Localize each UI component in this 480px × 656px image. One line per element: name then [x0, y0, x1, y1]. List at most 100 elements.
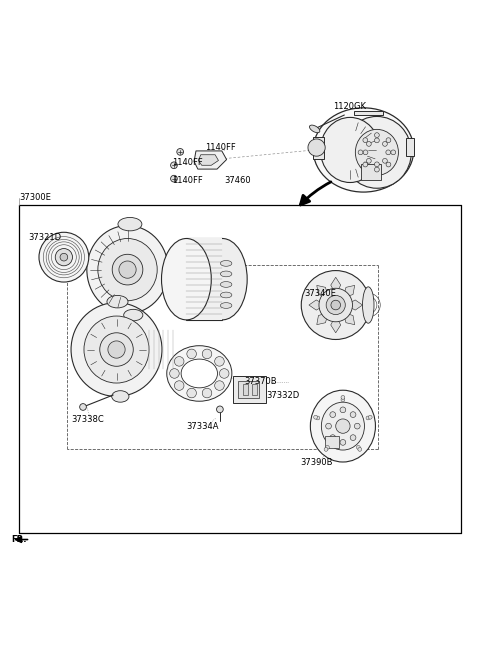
Circle shape — [316, 416, 320, 420]
Text: 37334A: 37334A — [186, 422, 219, 430]
Circle shape — [215, 357, 224, 366]
Polygon shape — [343, 285, 355, 298]
Ellipse shape — [98, 239, 157, 300]
Polygon shape — [194, 151, 227, 169]
Circle shape — [386, 138, 391, 142]
Circle shape — [202, 349, 212, 359]
Circle shape — [174, 380, 184, 390]
Ellipse shape — [107, 295, 128, 308]
Circle shape — [391, 150, 396, 155]
Circle shape — [202, 388, 212, 398]
Circle shape — [363, 150, 368, 155]
Text: 37321D: 37321D — [28, 233, 61, 241]
Circle shape — [119, 261, 136, 278]
Circle shape — [80, 403, 86, 410]
Bar — [186, 239, 222, 320]
Text: 37338C: 37338C — [72, 415, 104, 424]
Circle shape — [366, 142, 371, 146]
Circle shape — [368, 415, 372, 419]
Polygon shape — [331, 277, 341, 295]
Circle shape — [112, 255, 143, 285]
Circle shape — [358, 150, 363, 155]
Bar — [243, 384, 248, 395]
Ellipse shape — [167, 346, 232, 401]
Circle shape — [331, 300, 340, 310]
Circle shape — [366, 416, 370, 420]
Circle shape — [39, 232, 89, 282]
Circle shape — [350, 435, 356, 440]
Bar — [238, 380, 259, 398]
Circle shape — [324, 447, 328, 451]
Text: 37390B: 37390B — [300, 459, 332, 468]
Ellipse shape — [220, 292, 232, 298]
Ellipse shape — [197, 239, 247, 320]
Ellipse shape — [322, 402, 364, 450]
Circle shape — [340, 407, 346, 413]
Circle shape — [108, 341, 125, 358]
Circle shape — [363, 138, 368, 142]
Circle shape — [336, 419, 350, 434]
Circle shape — [357, 445, 360, 449]
Circle shape — [326, 295, 345, 315]
Polygon shape — [354, 111, 383, 115]
Ellipse shape — [342, 117, 411, 188]
Bar — [324, 436, 339, 447]
Polygon shape — [317, 285, 328, 298]
Circle shape — [219, 369, 229, 379]
Text: 1140FF: 1140FF — [172, 176, 203, 185]
Circle shape — [358, 447, 362, 451]
Circle shape — [187, 388, 196, 398]
Circle shape — [383, 142, 387, 146]
Circle shape — [170, 162, 177, 169]
Circle shape — [354, 423, 360, 429]
Text: 37370B: 37370B — [244, 377, 276, 386]
Ellipse shape — [362, 287, 374, 323]
Ellipse shape — [161, 239, 211, 320]
Ellipse shape — [321, 117, 380, 182]
Circle shape — [325, 423, 331, 429]
Circle shape — [177, 148, 183, 155]
Ellipse shape — [313, 108, 414, 192]
Circle shape — [350, 412, 356, 417]
Polygon shape — [313, 136, 324, 159]
Polygon shape — [406, 138, 414, 155]
Circle shape — [169, 369, 179, 379]
Ellipse shape — [311, 390, 375, 462]
Ellipse shape — [220, 302, 232, 308]
Circle shape — [187, 349, 196, 359]
Ellipse shape — [87, 226, 168, 314]
Ellipse shape — [310, 125, 320, 133]
Circle shape — [386, 162, 391, 167]
Text: 37300E: 37300E — [19, 194, 51, 202]
Circle shape — [383, 158, 387, 163]
Polygon shape — [331, 316, 341, 333]
Ellipse shape — [118, 217, 142, 231]
Text: 1120GK: 1120GK — [333, 102, 366, 112]
Ellipse shape — [220, 281, 232, 287]
Circle shape — [215, 380, 224, 390]
Circle shape — [330, 435, 336, 440]
Circle shape — [319, 288, 352, 322]
Text: 1140FF: 1140FF — [172, 158, 203, 167]
Circle shape — [374, 133, 379, 138]
Polygon shape — [346, 300, 362, 310]
Polygon shape — [309, 300, 325, 310]
Bar — [233, 376, 266, 403]
Text: 37460: 37460 — [225, 176, 252, 185]
Ellipse shape — [124, 310, 143, 321]
Text: 1140FF: 1140FF — [205, 142, 236, 152]
Polygon shape — [317, 312, 328, 325]
Circle shape — [216, 406, 223, 413]
Text: 37332D: 37332D — [266, 392, 300, 400]
Ellipse shape — [220, 260, 232, 266]
Ellipse shape — [301, 270, 370, 340]
Circle shape — [60, 253, 68, 261]
Circle shape — [374, 162, 379, 167]
Polygon shape — [198, 155, 218, 165]
Circle shape — [363, 162, 368, 167]
Polygon shape — [343, 312, 355, 325]
Circle shape — [100, 333, 133, 366]
Ellipse shape — [220, 271, 232, 277]
Ellipse shape — [112, 391, 129, 402]
Circle shape — [174, 357, 184, 366]
